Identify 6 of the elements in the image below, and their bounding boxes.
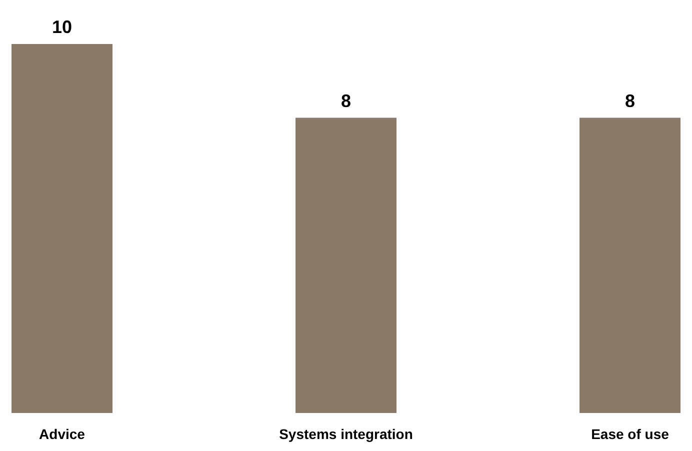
data-label: 8 xyxy=(340,90,352,111)
x-tick-label: Ease of use xyxy=(591,426,670,442)
data-label: 10 xyxy=(52,17,72,37)
x-tick-label: Advice xyxy=(39,426,86,442)
data-label: 8 xyxy=(624,90,636,111)
x-tick-label: Systems integration xyxy=(279,426,413,442)
